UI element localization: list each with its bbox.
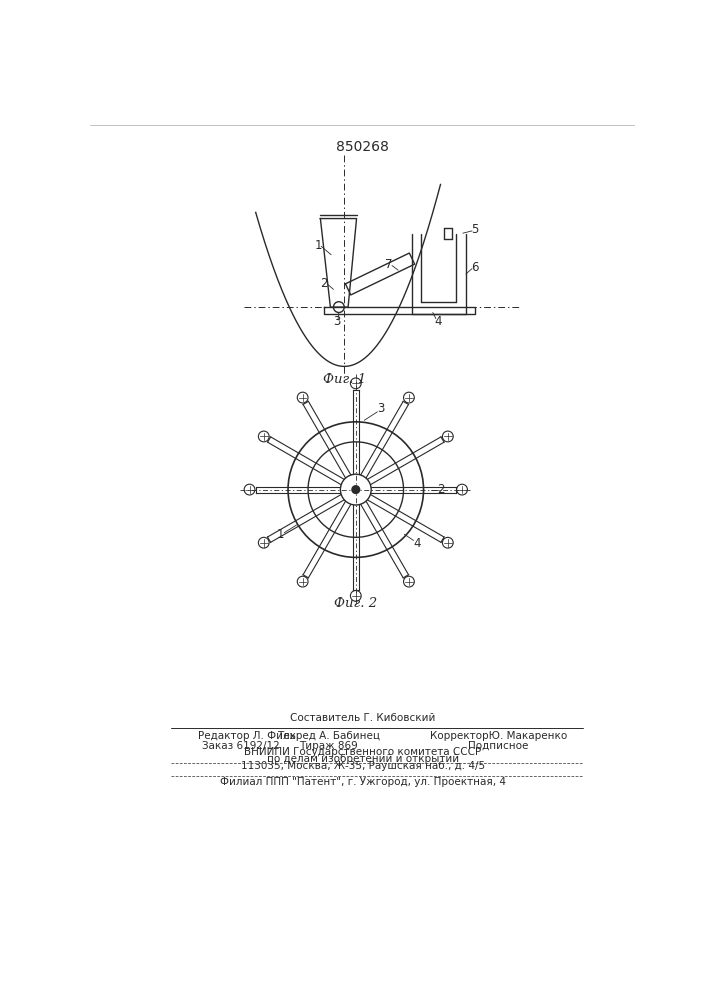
Text: 7: 7 (385, 258, 392, 271)
Text: Подписное: Подписное (468, 741, 528, 751)
Text: 4: 4 (414, 537, 421, 550)
Text: 2: 2 (438, 483, 445, 496)
Text: Филиал ППП "Патент", г. Ужгород, ул. Проектная, 4: Филиал ППП "Патент", г. Ужгород, ул. Про… (220, 777, 506, 787)
Text: Фиг. 2: Фиг. 2 (334, 597, 378, 610)
Text: 6: 6 (472, 261, 479, 274)
Text: 1: 1 (315, 239, 322, 252)
Text: 1: 1 (276, 528, 284, 541)
Text: 4: 4 (434, 315, 442, 328)
Text: 3: 3 (333, 315, 340, 328)
Text: 850268: 850268 (337, 140, 389, 154)
Text: 2: 2 (320, 277, 328, 290)
Text: Редактор Л. Филь: Редактор Л. Филь (198, 731, 296, 741)
Text: Фиг. 1: Фиг. 1 (322, 373, 366, 386)
Text: 3: 3 (378, 402, 385, 415)
Text: 113035, Москва, Ж-35, Раушская наб., д. 4/5: 113035, Москва, Ж-35, Раушская наб., д. … (240, 761, 485, 771)
Text: Заказ 6192/12: Заказ 6192/12 (201, 741, 279, 751)
Circle shape (352, 486, 360, 493)
Text: КорректорЮ. Макаренко: КорректорЮ. Макаренко (430, 731, 567, 741)
Text: по делам изобретений и открытий: по делам изобретений и открытий (267, 754, 459, 764)
Text: Тираж 869: Тираж 869 (300, 741, 358, 751)
Text: Составитель Г. Кибовский: Составитель Г. Кибовский (290, 713, 436, 723)
Text: ВНИИПИ Государственного комитета СССР: ВНИИПИ Государственного комитета СССР (244, 747, 481, 757)
Text: Техред А. Бабинец: Техред А. Бабинец (277, 731, 380, 741)
Text: 5: 5 (472, 223, 479, 236)
